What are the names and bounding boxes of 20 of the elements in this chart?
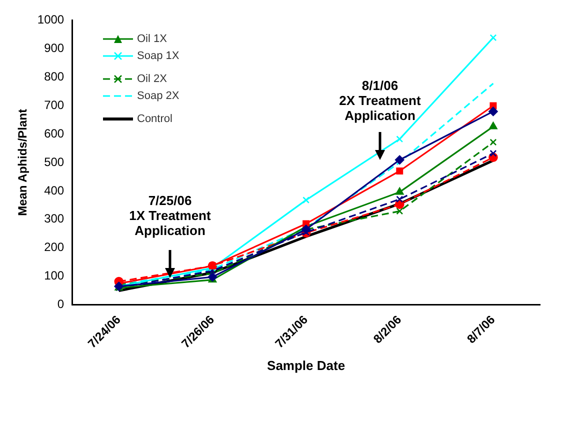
y-tick-label: 700: [44, 98, 64, 112]
x-axis-title: Sample Date: [267, 358, 346, 373]
legend-label: Soap 1X: [137, 50, 180, 62]
legend-label: Oil 2X: [137, 72, 167, 84]
y-tick-label: 0: [57, 297, 64, 312]
y-tick-label: 800: [44, 69, 64, 84]
y-tick-label: 300: [44, 212, 64, 226]
legend-label: Soap 2X: [137, 90, 180, 102]
legend-label: Oil 1X: [137, 32, 167, 44]
y-tick-label: 1000: [37, 12, 64, 26]
y-tick-label: 100: [44, 268, 64, 283]
y-axis-title: Mean Aphids/Plant: [16, 109, 30, 216]
y-tick-label: 600: [44, 126, 64, 140]
y-tick-label: 200: [44, 240, 64, 254]
y-tick-label: 400: [44, 183, 64, 198]
y-tick-label: 500: [44, 154, 64, 169]
annotation: 8/1/06 2X Treatment Application: [339, 78, 421, 123]
annotation: 7/25/06 1X Treatment Application: [129, 193, 211, 238]
legend-label: Control: [137, 112, 172, 124]
y-tick-label: 900: [44, 40, 64, 55]
